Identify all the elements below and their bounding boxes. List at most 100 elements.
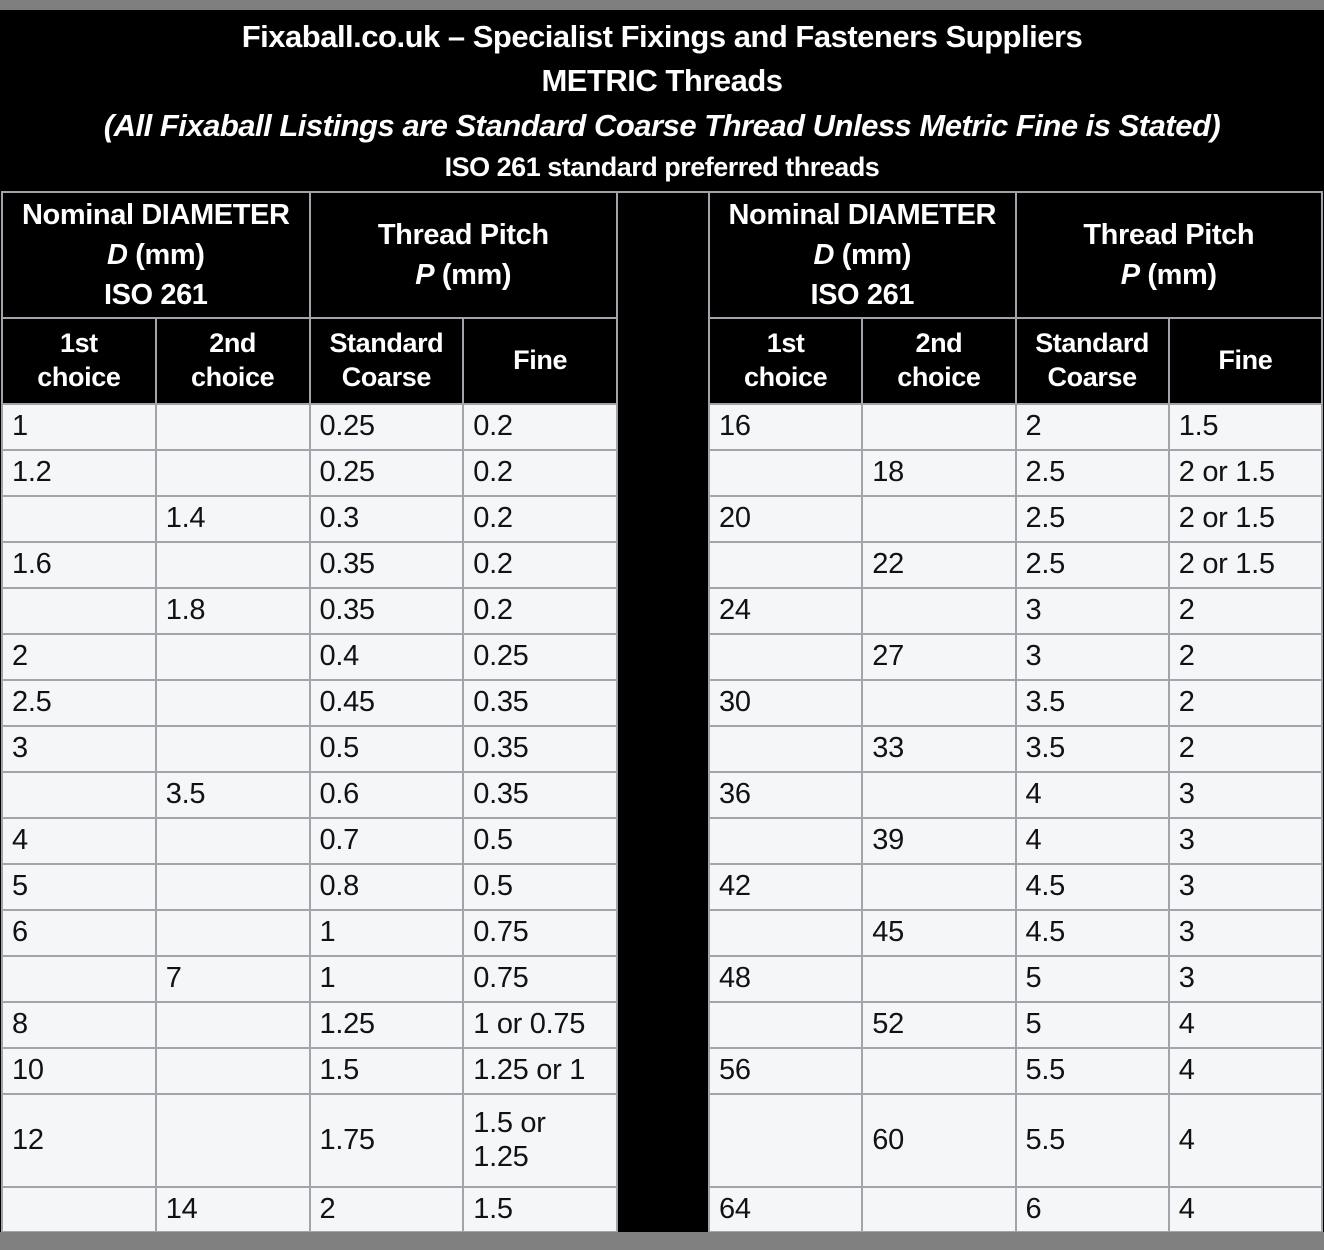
table-row: 5 0.8 0.5 [1,863,618,911]
cell-standard-coarse: 2.5 [1014,449,1170,497]
cell-standard-coarse: 0.25 [308,449,465,497]
table-row: 27 3 2 [707,633,1324,681]
cell-fine: 1 or 0.75 [462,1001,618,1049]
group-header-row: Nominal DIAMETER D (mm) ISO 261 Thread P… [708,191,1323,319]
cell-standard-coarse: 0.3 [308,495,465,543]
cell-1st-choice: 3 [1,725,157,773]
column-header-1st-choice: 1st choice [1,317,157,405]
cell-fine: 2 or 1.5 [1167,449,1324,497]
cell-1st-choice: 64 [707,1186,864,1233]
table-row: 3 0.5 0.35 [1,725,618,773]
cell-1st-choice: 2.5 [1,679,157,727]
pitch-header-title: Thread Pitch [1083,219,1255,251]
cell-fine: 0.2 [462,587,618,635]
cell-fine: 4 [1167,1093,1324,1188]
cell-standard-coarse: 5 [1014,955,1170,1003]
cell-fine: 0.35 [462,771,618,819]
cell-fine: 3 [1167,955,1324,1003]
cell-fine: 2 or 1.5 [1167,495,1324,543]
table-row: 16 2 1.5 [707,403,1324,451]
cell-standard-coarse: 5 [1014,1001,1170,1049]
table-row: 1.4 0.3 0.2 [1,495,618,543]
cell-1st-choice [707,1001,864,1049]
left-thread-table: Nominal DIAMETER D (mm) ISO 261 Thread P… [1,191,618,1233]
table-row: 20 2.5 2 or 1.5 [707,495,1324,543]
cell-standard-coarse: 0.4 [308,633,465,681]
cell-1st-choice: 2 [1,633,157,681]
cell-1st-choice: 16 [707,403,864,451]
group-header-row: Nominal DIAMETER D (mm) ISO 261 Thread P… [1,191,618,319]
cell-fine: 0.2 [462,449,618,497]
cell-2nd-choice: 14 [154,1186,311,1233]
cell-2nd-choice: 60 [861,1093,1017,1188]
bottom-frame-strip [0,1232,1324,1250]
table-row: 14 2 1.5 [1,1186,618,1233]
cell-2nd-choice: 1.8 [154,587,311,635]
diameter-group-header: Nominal DIAMETER D (mm) ISO 261 [708,191,1017,319]
cell-fine: 0.75 [462,909,618,957]
cell-1st-choice [1,495,157,543]
cell-standard-coarse: 1.25 [308,1001,465,1049]
cell-2nd-choice [154,863,311,911]
cell-2nd-choice: 7 [154,955,311,1003]
page-title: Fixaball.co.uk – Specialist Fixings and … [241,19,1083,54]
cell-1st-choice: 30 [707,679,864,727]
cell-fine: 0.35 [462,679,618,727]
cell-2nd-choice: 39 [861,817,1017,865]
cell-standard-coarse: 0.8 [308,863,465,911]
cell-2nd-choice [154,1001,311,1049]
table-row: 22 2.5 2 or 1.5 [707,541,1324,589]
column-header-1st-choice: 1st choice [707,317,864,405]
cell-standard-coarse: 1.75 [308,1093,465,1188]
cell-standard-coarse: 2 [1014,403,1170,451]
cell-2nd-choice [861,587,1017,635]
cell-fine: 0.35 [462,725,618,773]
cell-1st-choice: 4 [1,817,157,865]
tables-region: Nominal DIAMETER D (mm) ISO 261 Thread P… [1,191,1324,1233]
cell-standard-coarse: 0.25 [308,403,465,451]
diameter-header-title: Nominal DIAMETER [728,199,997,231]
cell-2nd-choice [154,403,311,451]
cell-2nd-choice: 33 [861,725,1017,773]
table-row: 6 1 0.75 [1,909,618,957]
column-header-fine: Fine [462,317,618,405]
cell-standard-coarse: 4.5 [1014,863,1170,911]
cell-1st-choice [707,633,864,681]
cell-fine: 0.75 [462,955,618,1003]
diameter-header-iso: ISO 261 [103,279,208,311]
cell-standard-coarse: 4 [1014,817,1170,865]
diameter-header-iso: ISO 261 [810,279,915,311]
column-header-2nd-choice: 2nd choice [154,317,311,405]
cell-standard-coarse: 6 [1014,1186,1170,1233]
table-row: 33 3.5 2 [707,725,1324,773]
cell-2nd-choice: 18 [861,449,1017,497]
cell-1st-choice: 1.6 [1,541,157,589]
cell-standard-coarse: 3.5 [1014,725,1170,773]
cell-2nd-choice [154,725,311,773]
cell-standard-coarse: 3 [1014,633,1170,681]
cell-1st-choice [707,449,864,497]
table-row: 7 1 0.75 [1,955,618,1003]
cell-1st-choice: 8 [1,1001,157,1049]
table-row: 1 0.25 0.2 [1,403,618,451]
cell-fine: 4 [1167,1047,1324,1095]
pitch-header-symbol: P (mm) [1120,259,1217,291]
cell-2nd-choice [861,1047,1017,1095]
cell-fine: 0.2 [462,541,618,589]
cell-standard-coarse: 0.35 [308,587,465,635]
table-row: 1.8 0.35 0.2 [1,587,618,635]
cell-fine: 0.2 [462,403,618,451]
pitch-group-header: Thread Pitch P (mm) [308,191,618,319]
cell-fine: 0.5 [462,817,618,865]
table-row: 48 5 3 [707,955,1324,1003]
table-row: 24 3 2 [707,587,1324,635]
cell-1st-choice [707,909,864,957]
cell-standard-coarse: 3.5 [1014,679,1170,727]
cell-1st-choice [707,725,864,773]
cell-fine: 2 [1167,587,1324,635]
cell-1st-choice: 12 [1,1093,157,1188]
cell-1st-choice: 56 [707,1047,864,1095]
cell-standard-coarse: 5.5 [1014,1047,1170,1095]
cell-1st-choice [1,955,157,1003]
cell-2nd-choice [154,679,311,727]
